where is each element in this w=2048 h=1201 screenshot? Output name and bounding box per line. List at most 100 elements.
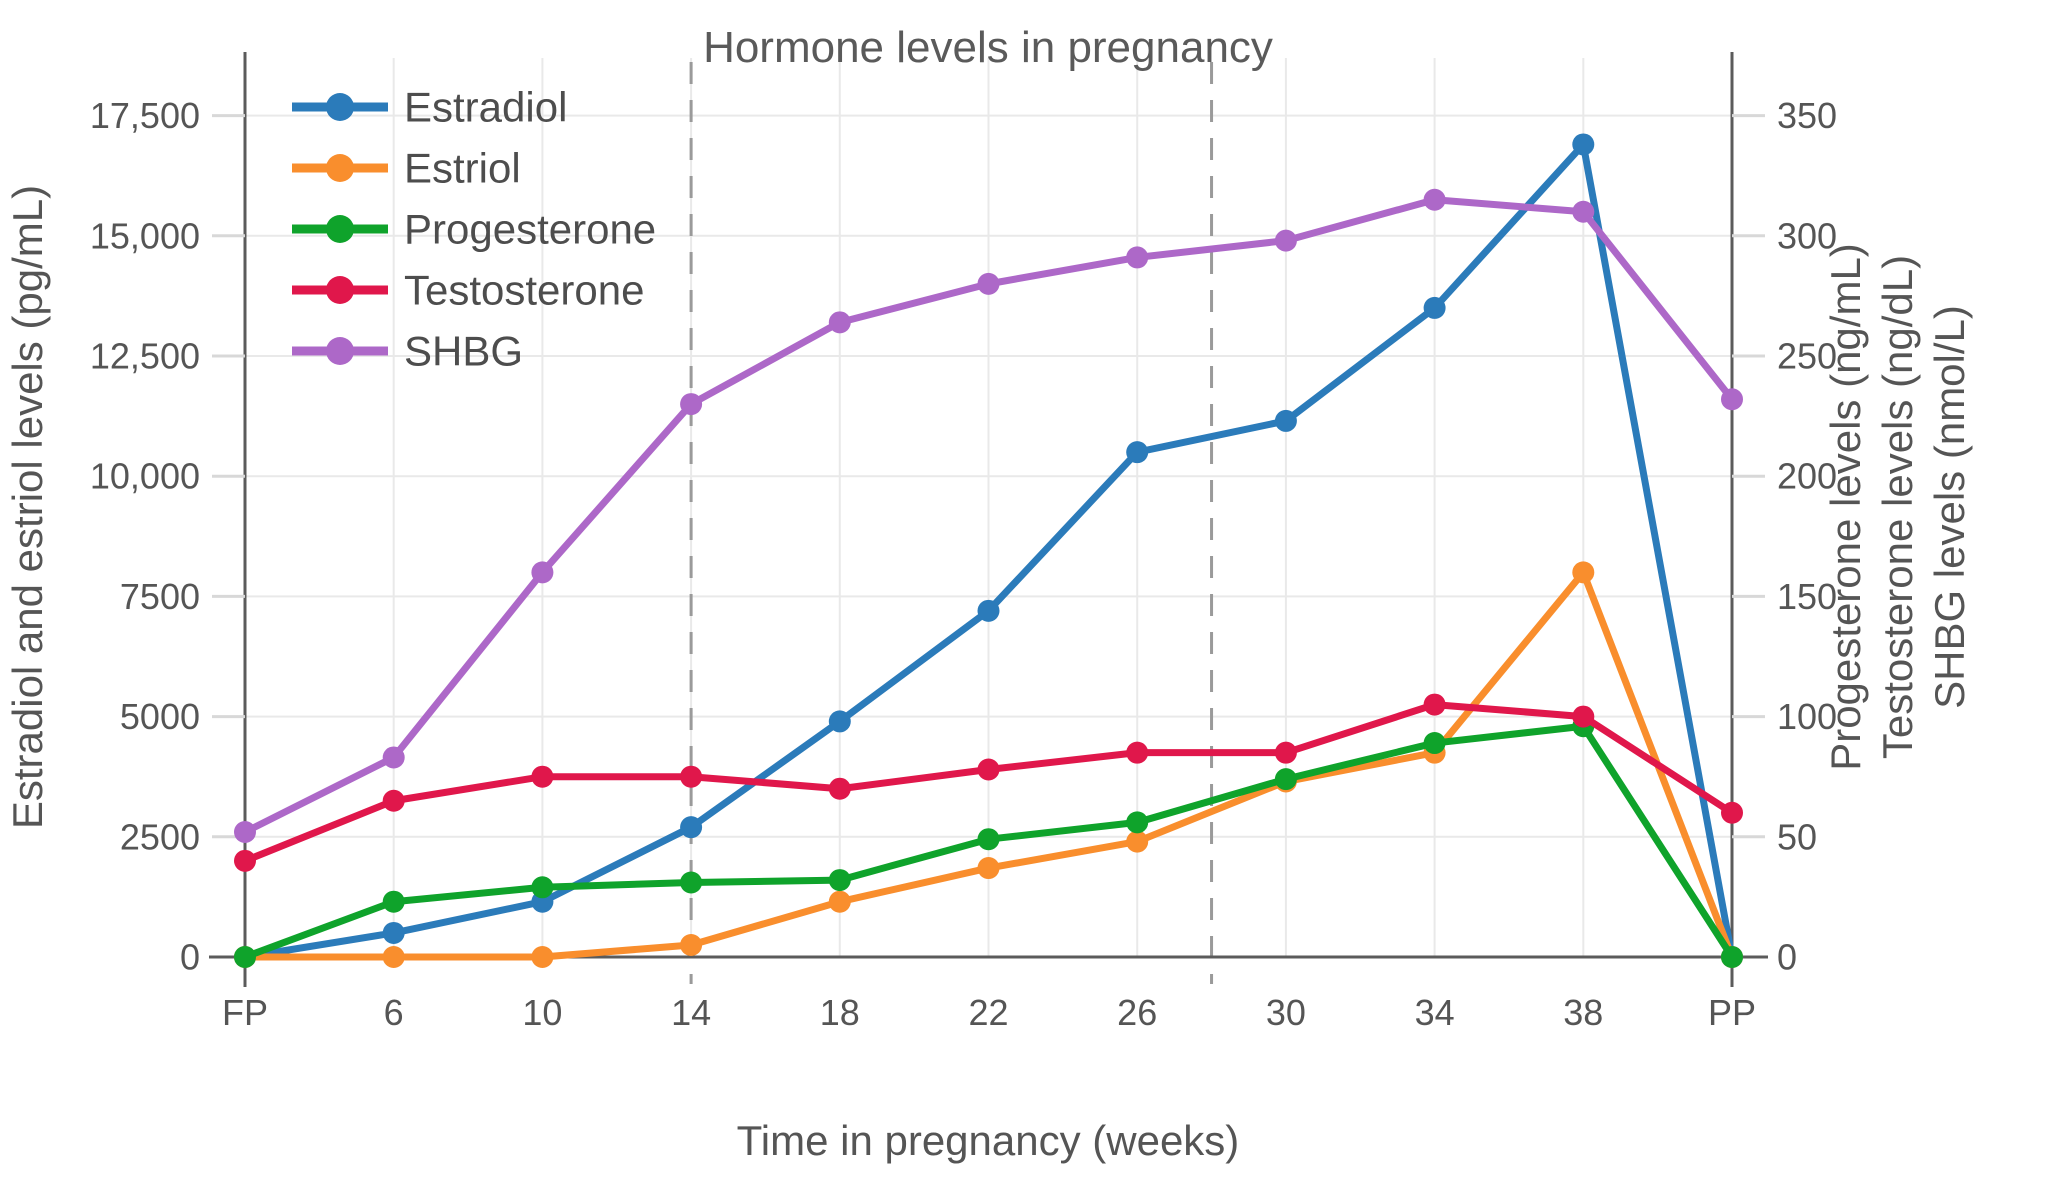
testosterone-data-point (531, 765, 554, 788)
right-axis-tick-label: 150 (1777, 576, 1837, 617)
testosterone-data-point (977, 758, 1000, 781)
estriol-data-point (531, 946, 554, 968)
estriol-data-point (1572, 561, 1595, 584)
legend-item-estradiol[interactable]: Estradiol (292, 84, 567, 131)
progesterone-data-point (234, 946, 256, 968)
chart-title: Hormone levels in pregnancy (703, 23, 1273, 72)
left-axis-tick-label: 7500 (120, 576, 200, 617)
shbg-data-point (1572, 200, 1595, 223)
left-axis-tick-label: 5000 (120, 696, 200, 737)
legend-item-testosterone[interactable]: Testosterone (292, 267, 644, 314)
estriol-data-point (828, 890, 851, 913)
testosterone-data-point (1721, 801, 1743, 824)
x-axis-tick-label: 22 (968, 992, 1008, 1033)
testosterone-data-point (680, 765, 703, 788)
estradiol-data-point (680, 816, 703, 839)
legend-marker-dot (326, 154, 354, 182)
shbg-data-point (1274, 229, 1297, 252)
legend-label: Estriol (404, 145, 521, 192)
x-axis-tick-label: 34 (1415, 992, 1455, 1033)
legend-marker-dot (326, 93, 354, 121)
legend-marker-dot (326, 337, 354, 365)
legend-item-progesterone[interactable]: Progesterone (292, 206, 656, 253)
progesterone-data-point (977, 828, 1000, 851)
left-axis-tick-label: 2500 (120, 816, 200, 857)
x-axis-tick-label: 18 (820, 992, 860, 1033)
legend-item-estriol[interactable]: Estriol (292, 145, 521, 192)
x-axis-tick-label: 10 (522, 992, 562, 1033)
legend-label: SHBG (404, 328, 523, 375)
legend-label: Progesterone (404, 206, 656, 253)
x-axis-title: Time in pregnancy (weeks) (737, 1117, 1240, 1164)
shbg-data-point (828, 311, 851, 334)
left-axis-tick-label: 12,500 (90, 336, 200, 377)
right-axis-tick-label: 100 (1777, 696, 1837, 737)
estradiol-data-point (1274, 409, 1297, 432)
series-shbg (234, 188, 1743, 843)
progesterone-data-point (531, 876, 554, 899)
legend-marker-dot (326, 215, 354, 243)
shbg-data-point (234, 820, 256, 843)
x-axis-tick-label: 6 (384, 992, 404, 1033)
left-axis-tick-label: 15,000 (90, 215, 200, 256)
testosterone-data-point (234, 849, 256, 872)
x-axis-tick-label: 30 (1266, 992, 1306, 1033)
progesterone-data-point (382, 890, 405, 913)
x-axis-tick-label: 14 (671, 992, 711, 1033)
estradiol-data-point (977, 599, 1000, 622)
right-axis-title-shbg: SHBG levels (nmol/L) (1926, 305, 1973, 709)
testosterone-data-point (1423, 693, 1446, 716)
shbg-data-point (1721, 388, 1743, 411)
estradiol-data-point (382, 921, 405, 944)
x-axis-tick-label: PP (1708, 992, 1756, 1033)
progesterone-data-point (1274, 768, 1297, 791)
legend-item-shbg[interactable]: SHBG (292, 328, 523, 375)
testosterone-data-point (828, 777, 851, 800)
right-axis-tick-label: 350 (1777, 95, 1837, 136)
shbg-data-point (531, 561, 554, 584)
progesterone-data-point (1423, 732, 1446, 755)
shbg-data-point (1423, 188, 1446, 211)
legend-marker-dot (326, 276, 354, 304)
estriol-data-point (1126, 830, 1149, 853)
right-axis-tick-label: 200 (1777, 456, 1837, 497)
x-axis-tick-label: 38 (1563, 992, 1603, 1033)
legend-label: Testosterone (404, 267, 644, 314)
estriol-data-point (680, 933, 703, 956)
legend: Estradiol Estriol Progesterone Testosterone… (292, 84, 656, 375)
x-axis-tick-label: FP (222, 992, 268, 1033)
shbg-data-point (977, 272, 1000, 295)
estriol-data-point (977, 857, 1000, 880)
shbg-data-point (1126, 246, 1149, 269)
shbg-data-point (382, 746, 405, 769)
tick-labels: 0 0 2500 50 5000 100 7500 150 10,000 200 12,500 250… (90, 95, 1837, 1033)
right-axis-tick-label: 0 (1777, 937, 1797, 978)
progesterone-data-point (1126, 811, 1149, 834)
x-axis-tick-label: 26 (1117, 992, 1157, 1033)
right-axis-tick-label: 50 (1777, 816, 1817, 857)
left-axis-tick-label: 0 (180, 937, 200, 978)
estradiol-data-point (1572, 133, 1595, 156)
right-axis-tick-label: 250 (1777, 336, 1837, 377)
estriol-data-point (382, 946, 405, 968)
testosterone-data-point (382, 789, 405, 812)
estradiol-data-point (828, 710, 851, 733)
legend-label: Estradiol (404, 84, 567, 131)
left-axis-tick-label: 17,500 (90, 95, 200, 136)
progesterone-data-point (680, 871, 703, 894)
right-axis-title-progesterone: Progesterone levels (ng/mL) (1822, 243, 1869, 771)
left-axis-tick-label: 10,000 (90, 456, 200, 497)
shbg-data-point (680, 393, 703, 416)
progesterone-data-point (828, 869, 851, 892)
progesterone-data-point (1721, 946, 1743, 968)
data-series (234, 133, 1743, 968)
series-testosterone (234, 693, 1743, 872)
right-axis-tick-label: 300 (1777, 215, 1837, 256)
gridlines (245, 58, 1732, 957)
testosterone-data-point (1572, 705, 1595, 728)
estradiol-data-point (1423, 296, 1446, 319)
testosterone-data-point (1274, 741, 1297, 764)
testosterone-data-point (1126, 741, 1149, 764)
